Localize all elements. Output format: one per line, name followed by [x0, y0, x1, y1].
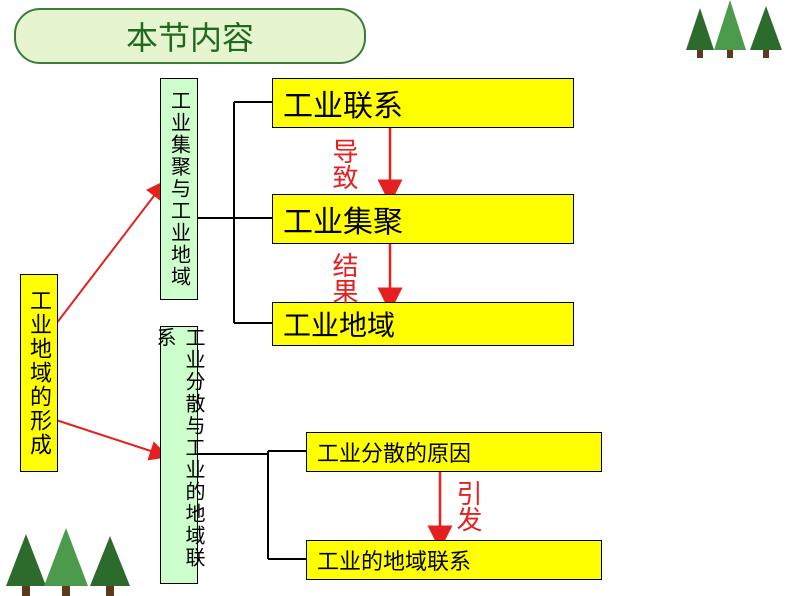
leaf-4-text: 工业分散的原因 — [317, 436, 471, 468]
mid-box-b: 工业分散与工业的地域联系 — [160, 326, 198, 584]
arrow-label-1: 导致 — [330, 138, 356, 190]
mid-box-a-text: 工业集聚与工业地域 — [165, 90, 194, 288]
arrow-label-3-text: 引发 — [453, 480, 482, 532]
leaf-box-2: 工业集聚 — [272, 194, 574, 244]
arrow-label-1-text: 导致 — [329, 138, 358, 190]
arrow-label-2: 结果 — [330, 252, 356, 304]
decor-trees-top — [680, 0, 794, 60]
leaf-box-3: 工业地域 — [272, 302, 574, 346]
leaf-box-4: 工业分散的原因 — [306, 432, 602, 472]
root-box-text: 工业地域的形成 — [23, 289, 55, 457]
leaf-3-text: 工业地域 — [283, 304, 395, 344]
diagram-page: 本节内容 工业地域的形成 — [0, 0, 794, 596]
leaf-1-text: 工业联系 — [283, 81, 403, 125]
root-box: 工业地域的形成 — [20, 274, 58, 472]
section-title-text: 本节内容 — [126, 13, 254, 59]
mid-box-a: 工业集聚与工业地域 — [160, 78, 198, 300]
leaf-box-5: 工业的地域联系 — [306, 540, 602, 580]
arrow-label-2-text: 结果 — [329, 252, 358, 304]
leaf-2-text: 工业集聚 — [283, 197, 403, 241]
leaf-5-text: 工业的地域联系 — [317, 544, 471, 576]
arrow-label-3: 引发 — [454, 480, 480, 532]
section-title: 本节内容 — [14, 8, 366, 64]
mid-box-b-text: 工业分散与工业的地域联系 — [150, 327, 208, 583]
decor-trees-bottom — [2, 528, 162, 596]
leaf-box-1: 工业联系 — [272, 78, 574, 128]
